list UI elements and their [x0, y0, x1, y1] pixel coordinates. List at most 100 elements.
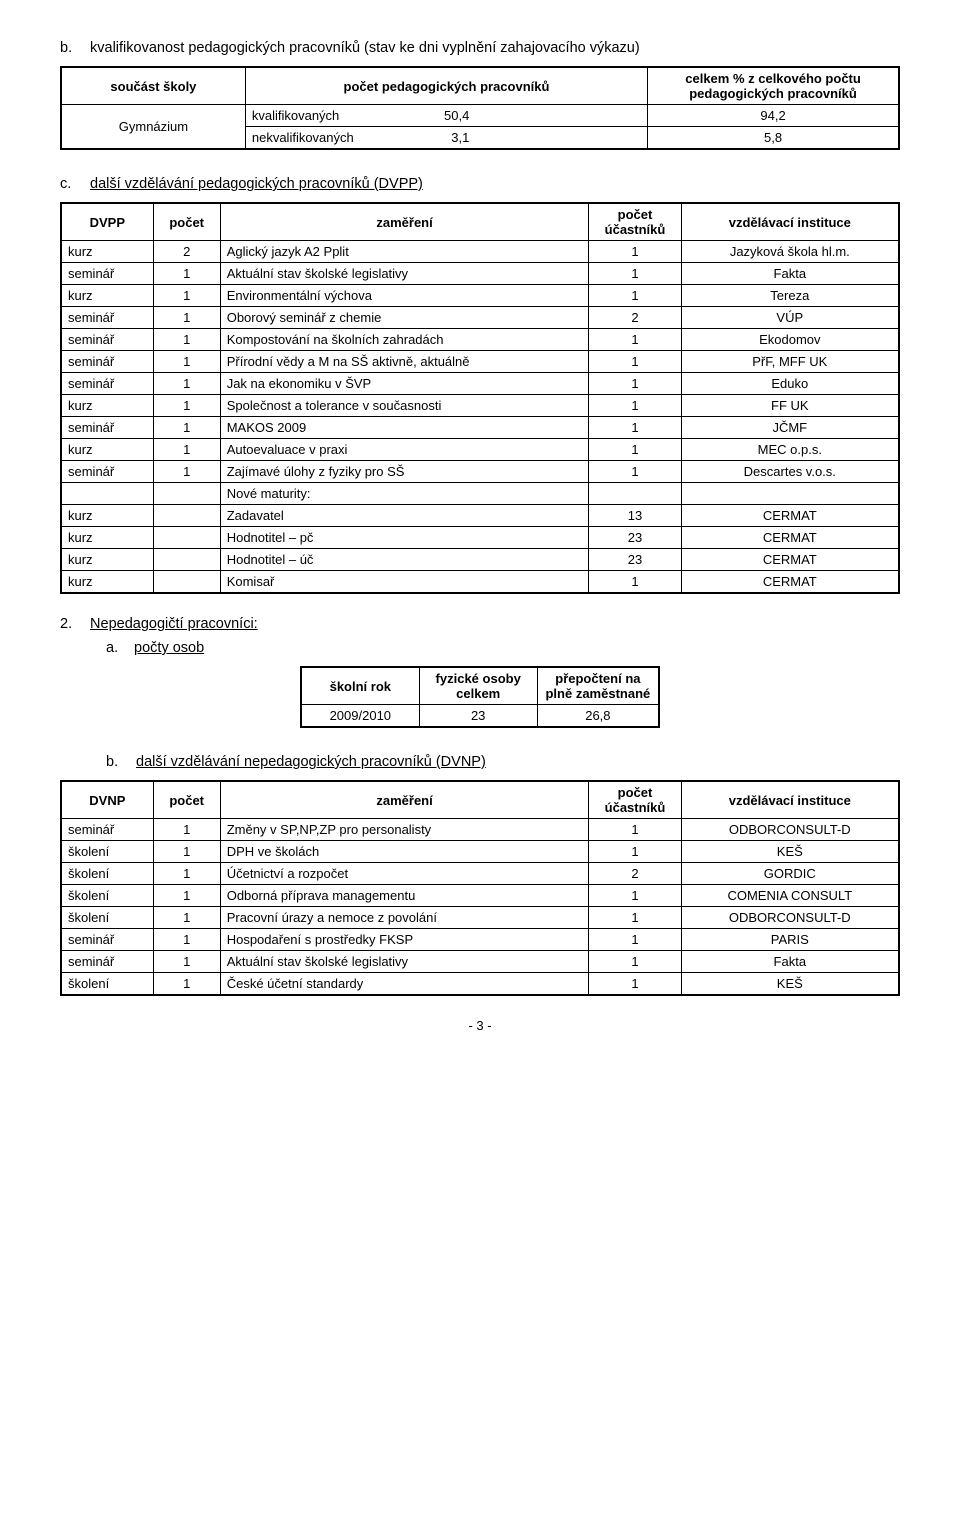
section-2-title: Nepedagogičtí pracovníci:	[90, 616, 258, 632]
t2-h5: vzdělávací instituce	[681, 203, 899, 241]
table-row: seminář1Aktuální stav školské legislativ…	[61, 263, 899, 285]
cell: školení	[61, 863, 153, 885]
cell: seminář	[61, 951, 153, 973]
table-row: kurz1Environmentální výchova1Tereza	[61, 285, 899, 307]
cell: Nové maturity:	[220, 483, 589, 505]
cell: Jazyková škola hl.m.	[681, 241, 899, 263]
cell: Aglický jazyk A2 Pplit	[220, 241, 589, 263]
cell: školení	[61, 885, 153, 907]
cell: ODBORCONSULT-D	[681, 907, 899, 929]
t4-h1: DVNP	[61, 781, 153, 819]
table-row: kurzZadavatel13CERMAT	[61, 505, 899, 527]
cell: 13	[589, 505, 681, 527]
cell: 1	[153, 351, 220, 373]
t3-h1: školní rok	[301, 667, 419, 705]
cell: seminář	[61, 461, 153, 483]
cell: Descartes v.o.s.	[681, 461, 899, 483]
t2-h2: počet	[153, 203, 220, 241]
cell: Fakta	[681, 951, 899, 973]
cell: Hodnotitel – úč	[220, 549, 589, 571]
cell: 1	[589, 973, 681, 996]
cell: KEŠ	[681, 973, 899, 996]
cell: 1	[153, 329, 220, 351]
cell: CERMAT	[681, 549, 899, 571]
t1-r0-pct: 94,2	[648, 105, 899, 127]
cell: kurz	[61, 505, 153, 527]
table-row: kurz1Autoevaluace v praxi1MEC o.p.s.	[61, 439, 899, 461]
cell: 1	[589, 329, 681, 351]
t1-r1-val: 3,1	[451, 130, 469, 145]
cell: Hodnotitel – pč	[220, 527, 589, 549]
cell: školení	[61, 973, 153, 996]
cell: Aktuální stav školské legislativy	[220, 263, 589, 285]
t4-h3: zaměření	[220, 781, 589, 819]
cell: Účetnictví a rozpočet	[220, 863, 589, 885]
cell: 1	[589, 907, 681, 929]
cell: 1	[153, 417, 220, 439]
section-c-heading: c. další vzdělávání pedagogických pracov…	[60, 176, 900, 192]
cell: seminář	[61, 819, 153, 841]
cell: Odborná příprava managementu	[220, 885, 589, 907]
cell: 1	[153, 819, 220, 841]
t3-r0c2: 26,8	[537, 705, 659, 728]
cell: GORDIC	[681, 863, 899, 885]
t4-h4: počet účastníků	[589, 781, 681, 819]
cell: Kompostování na školních zahradách	[220, 329, 589, 351]
table-row: školení1České účetní standardy1KEŠ	[61, 973, 899, 996]
cell: COMENIA CONSULT	[681, 885, 899, 907]
cell	[153, 571, 220, 594]
cell: České účetní standardy	[220, 973, 589, 996]
cell: 1	[589, 395, 681, 417]
cell: Aktuální stav školské legislativy	[220, 951, 589, 973]
table-row: školení1Odborná příprava managementu1COM…	[61, 885, 899, 907]
cell	[153, 527, 220, 549]
cell: kurz	[61, 549, 153, 571]
t1-h2: počet pedagogických pracovníků	[245, 67, 647, 105]
cell: Oborový seminář z chemie	[220, 307, 589, 329]
cell: kurz	[61, 241, 153, 263]
cell: 1	[589, 571, 681, 594]
cell	[681, 483, 899, 505]
cell: Společnost a tolerance v současnosti	[220, 395, 589, 417]
table-row: kurz1Společnost a tolerance v současnost…	[61, 395, 899, 417]
cell: 1	[589, 351, 681, 373]
cell: MEC o.p.s.	[681, 439, 899, 461]
cell: 1	[153, 907, 220, 929]
cell: seminář	[61, 307, 153, 329]
section-2-heading: 2. Nepedagogičtí pracovníci:	[60, 616, 900, 632]
t1-school: Gymnázium	[61, 105, 245, 150]
section-b-title: kvalifikovanost pedagogických pracovníků…	[90, 40, 640, 56]
cell: 1	[589, 241, 681, 263]
table-kvalifikovanost: součást školy počet pedagogických pracov…	[60, 66, 900, 150]
cell: KEŠ	[681, 841, 899, 863]
section-c-title: další vzdělávání pedagogických pracovník…	[90, 176, 423, 192]
cell: Komisař	[220, 571, 589, 594]
cell: seminář	[61, 329, 153, 351]
table-row: seminář1Hospodaření s prostředky FKSP1PA…	[61, 929, 899, 951]
cell: 1	[589, 373, 681, 395]
cell: 1	[589, 285, 681, 307]
cell: 2	[153, 241, 220, 263]
cell: 1	[153, 973, 220, 996]
cell: Fakta	[681, 263, 899, 285]
cell: 1	[589, 951, 681, 973]
section-c-letter: c.	[60, 176, 90, 192]
cell: 1	[153, 285, 220, 307]
t1-h3: celkem % z celkového počtu pedagogických…	[648, 67, 899, 105]
cell: školení	[61, 907, 153, 929]
cell: 23	[589, 549, 681, 571]
cell: seminář	[61, 929, 153, 951]
table-row: seminář1Zajímavé úlohy z fyziky pro SŠ1D…	[61, 461, 899, 483]
cell: PARIS	[681, 929, 899, 951]
cell: 1	[589, 417, 681, 439]
t1-r1-pct: 5,8	[648, 127, 899, 150]
cell: Tereza	[681, 285, 899, 307]
cell	[589, 483, 681, 505]
cell: kurz	[61, 439, 153, 461]
table-row: kurzHodnotitel – pč23CERMAT	[61, 527, 899, 549]
table-dvpp: DVPP počet zaměření počet účastníků vzdě…	[60, 202, 900, 594]
cell: 1	[153, 841, 220, 863]
table-pocty-osob: školní rok fyzické osoby celkem přepočte…	[300, 666, 660, 728]
t1-r0-lbl: kvalifikovaných	[252, 108, 339, 123]
cell: 1	[589, 841, 681, 863]
